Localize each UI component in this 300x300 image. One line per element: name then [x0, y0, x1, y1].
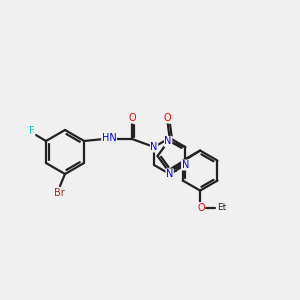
Text: N: N [150, 142, 158, 152]
Text: N: N [166, 169, 173, 179]
Text: Br: Br [54, 188, 64, 198]
Text: N: N [182, 160, 189, 170]
Text: Et: Et [218, 203, 227, 212]
Text: O: O [128, 113, 136, 123]
Text: HN: HN [102, 133, 116, 143]
Text: O: O [197, 202, 205, 213]
Text: F: F [29, 126, 35, 136]
Text: O: O [164, 113, 172, 123]
Text: N: N [164, 136, 172, 146]
